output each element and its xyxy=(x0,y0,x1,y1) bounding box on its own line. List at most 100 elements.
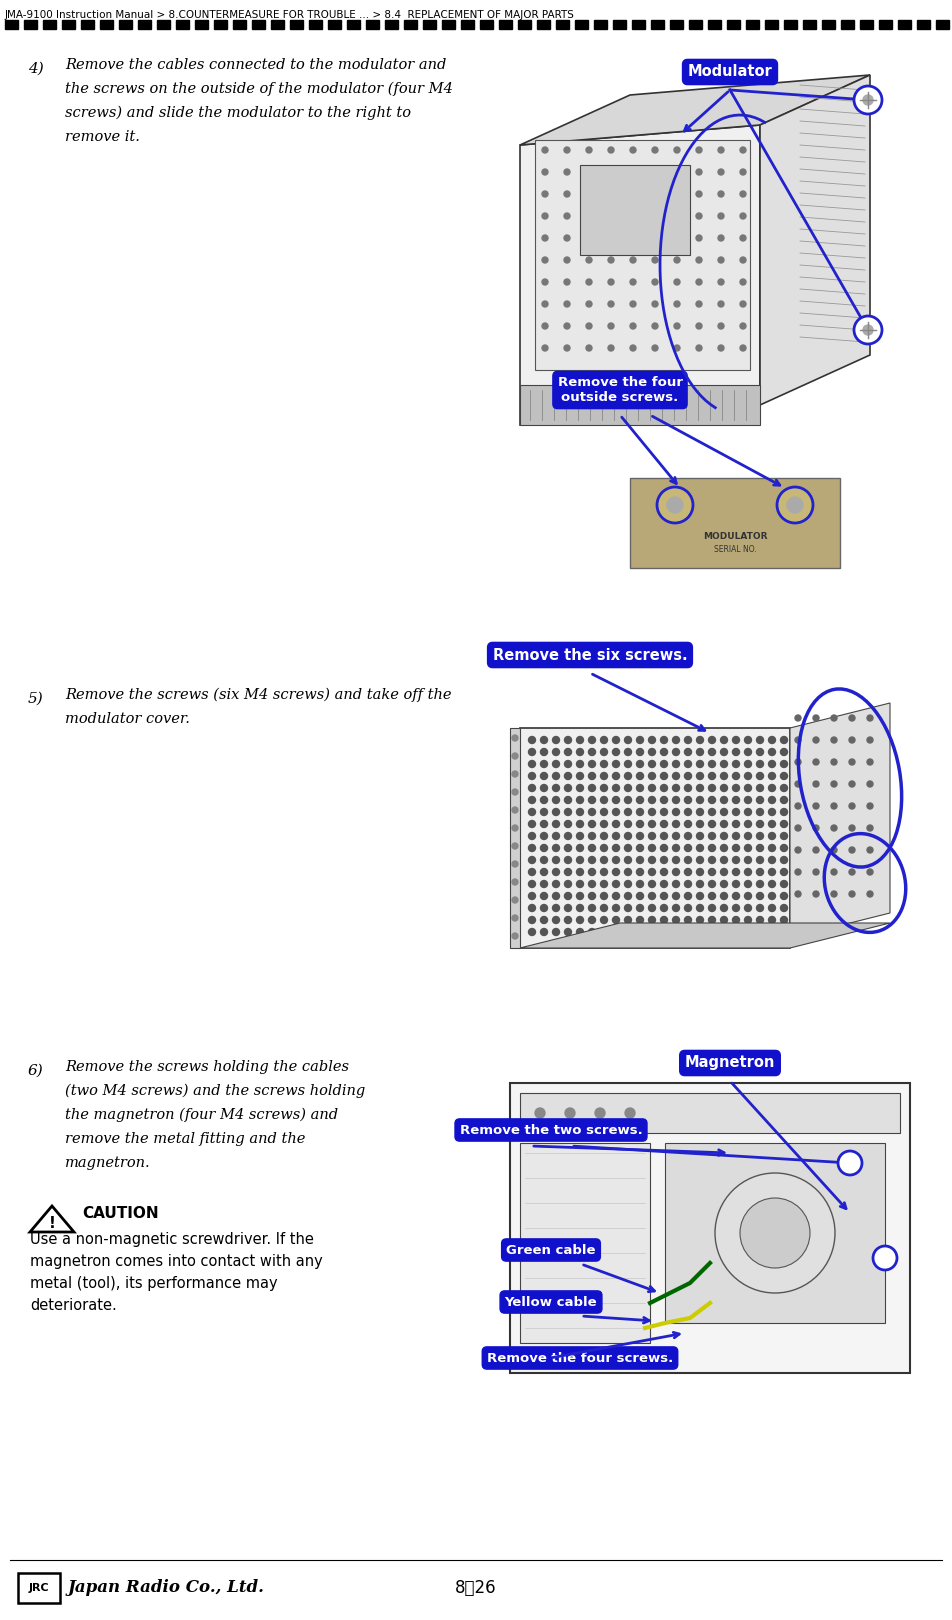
Circle shape xyxy=(831,825,837,831)
Circle shape xyxy=(528,928,535,935)
Circle shape xyxy=(708,784,716,792)
Circle shape xyxy=(684,917,691,923)
Circle shape xyxy=(661,748,667,755)
Circle shape xyxy=(528,797,535,804)
Circle shape xyxy=(612,833,620,839)
Bar xyxy=(841,19,854,29)
Circle shape xyxy=(652,212,658,219)
Bar xyxy=(594,19,607,29)
Circle shape xyxy=(601,784,607,792)
Circle shape xyxy=(661,784,667,792)
Circle shape xyxy=(732,917,740,923)
Circle shape xyxy=(813,804,819,808)
Circle shape xyxy=(588,748,596,755)
Circle shape xyxy=(849,847,855,854)
Circle shape xyxy=(768,833,776,839)
Circle shape xyxy=(740,301,746,308)
Circle shape xyxy=(601,881,607,888)
Text: screws) and slide the modulator to the right to: screws) and slide the modulator to the r… xyxy=(65,105,411,120)
Bar xyxy=(347,19,360,29)
Bar xyxy=(499,19,512,29)
Circle shape xyxy=(625,881,631,888)
Circle shape xyxy=(684,857,691,863)
Circle shape xyxy=(630,301,636,308)
Circle shape xyxy=(661,820,667,828)
Circle shape xyxy=(732,857,740,863)
Text: Remove the screws holding the cables: Remove the screws holding the cables xyxy=(65,1059,349,1074)
Circle shape xyxy=(564,191,570,198)
Circle shape xyxy=(625,820,631,828)
Circle shape xyxy=(565,833,571,839)
Circle shape xyxy=(768,844,776,852)
Circle shape xyxy=(744,773,751,779)
Circle shape xyxy=(721,917,727,923)
Circle shape xyxy=(541,857,547,863)
Circle shape xyxy=(565,881,571,888)
Circle shape xyxy=(552,797,560,804)
Circle shape xyxy=(867,804,873,808)
Circle shape xyxy=(588,857,596,863)
Circle shape xyxy=(697,808,704,815)
Circle shape xyxy=(674,345,680,352)
Circle shape xyxy=(652,279,658,285)
Circle shape xyxy=(672,917,680,923)
Circle shape xyxy=(831,847,837,854)
Bar xyxy=(385,19,398,29)
Circle shape xyxy=(564,345,570,352)
Circle shape xyxy=(732,833,740,839)
Circle shape xyxy=(672,808,680,815)
Circle shape xyxy=(781,808,787,815)
Circle shape xyxy=(661,773,667,779)
Bar xyxy=(613,19,626,29)
Circle shape xyxy=(867,714,873,721)
Circle shape xyxy=(588,737,596,744)
Circle shape xyxy=(721,773,727,779)
Circle shape xyxy=(542,212,548,219)
Circle shape xyxy=(757,833,764,839)
Circle shape xyxy=(768,784,776,792)
Circle shape xyxy=(577,737,584,744)
Circle shape xyxy=(781,904,787,912)
Circle shape xyxy=(849,737,855,744)
Circle shape xyxy=(637,833,644,839)
Circle shape xyxy=(672,857,680,863)
Circle shape xyxy=(744,784,751,792)
Circle shape xyxy=(541,773,547,779)
Bar xyxy=(898,19,911,29)
Circle shape xyxy=(732,784,740,792)
Circle shape xyxy=(661,760,667,768)
Circle shape xyxy=(674,168,680,175)
Circle shape xyxy=(674,212,680,219)
Circle shape xyxy=(612,773,620,779)
Bar xyxy=(423,19,436,29)
Text: 5): 5) xyxy=(28,692,44,706)
Circle shape xyxy=(565,857,571,863)
Circle shape xyxy=(586,235,592,241)
Circle shape xyxy=(588,844,596,852)
Text: Japan Radio Co., Ltd.: Japan Radio Co., Ltd. xyxy=(68,1580,265,1596)
Circle shape xyxy=(552,928,560,935)
Circle shape xyxy=(863,96,873,105)
Circle shape xyxy=(601,748,607,755)
Circle shape xyxy=(637,808,644,815)
Text: magnetron.: magnetron. xyxy=(65,1157,150,1170)
Bar xyxy=(879,19,892,29)
Bar xyxy=(670,19,683,29)
Circle shape xyxy=(637,820,644,828)
Circle shape xyxy=(674,322,680,329)
Circle shape xyxy=(768,773,776,779)
Circle shape xyxy=(787,497,803,514)
Bar xyxy=(480,19,493,29)
Circle shape xyxy=(630,168,636,175)
Circle shape xyxy=(625,833,631,839)
Circle shape xyxy=(588,904,596,912)
Bar xyxy=(765,19,778,29)
Circle shape xyxy=(541,760,547,768)
Circle shape xyxy=(512,825,518,831)
Circle shape xyxy=(601,820,607,828)
Bar xyxy=(520,727,790,948)
Circle shape xyxy=(648,893,656,899)
Bar xyxy=(252,19,265,29)
Circle shape xyxy=(768,904,776,912)
Circle shape xyxy=(648,797,656,804)
